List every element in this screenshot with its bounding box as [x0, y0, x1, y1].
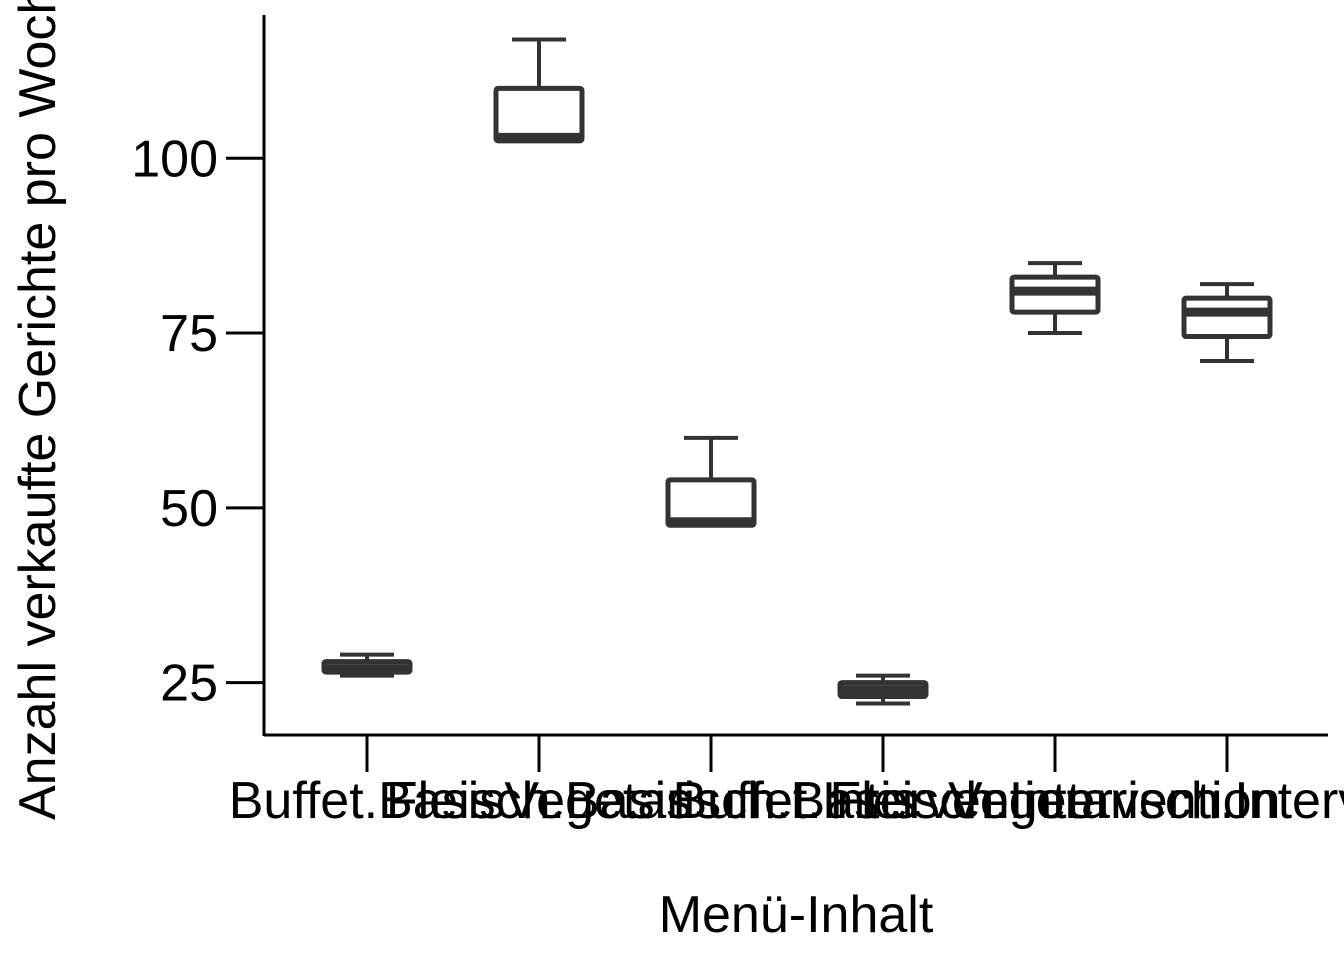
box-iqr: [1181, 295, 1273, 340]
box-group: [321, 652, 413, 678]
x-tick-label: Buffet.Intervention: [672, 772, 1093, 830]
box-group: [493, 37, 585, 144]
x-tick-label: Vegetarisch.Basis: [504, 772, 917, 830]
box-group: [837, 673, 929, 706]
y-tick-label: 25: [160, 655, 218, 713]
x-tick-label: Buffet.Basis: [229, 772, 506, 830]
y-tick-label: 75: [160, 305, 218, 363]
y-axis-title: Anzahl verkaufte Gerichte pro Woche: [9, 0, 67, 820]
box-group: [1009, 261, 1101, 336]
x-axis-title: Menü-Inhalt: [659, 886, 934, 944]
box-group: [1181, 282, 1273, 364]
y-ticks: 25 50 75 100: [131, 130, 264, 713]
boxes-layer: [321, 37, 1273, 706]
x-ticks: Buffet.BasisFleisch.BasisVegetarisch.Bas…: [229, 735, 1344, 830]
y-tick-label: 100: [131, 130, 218, 188]
x-tick-label: Fleisch.Basis: [386, 772, 692, 830]
y-tick-label: 50: [160, 480, 218, 538]
x-tick-label: Fleisch.Intervention: [830, 772, 1281, 830]
x-tick-label: Vegetarisch.Intervention: [948, 772, 1344, 830]
box-group: [665, 435, 757, 528]
